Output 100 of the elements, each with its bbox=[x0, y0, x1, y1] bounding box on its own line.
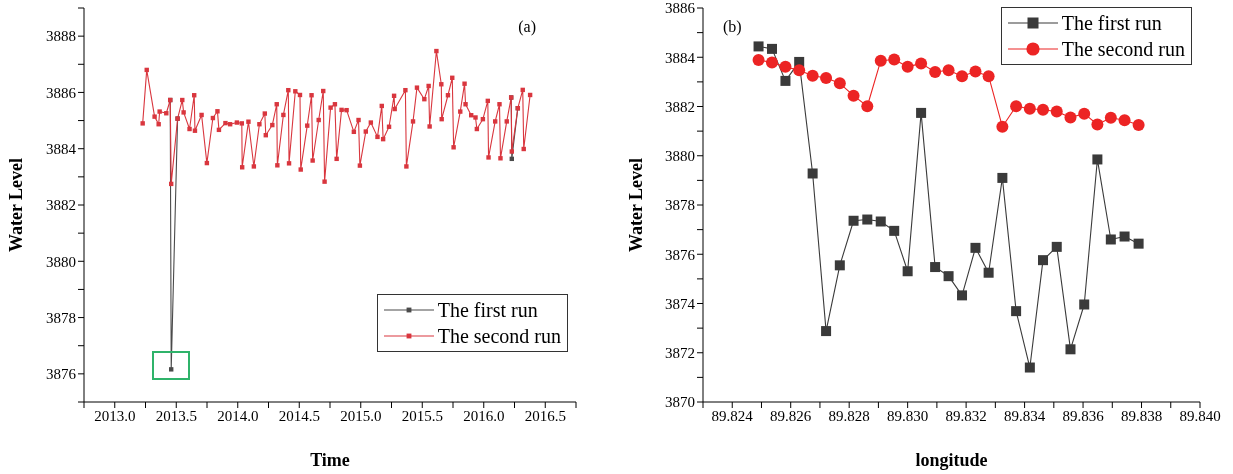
point bbox=[1051, 241, 1062, 252]
point bbox=[820, 71, 833, 84]
x-tick-label: 2015.0 bbox=[340, 407, 382, 424]
point bbox=[1133, 238, 1144, 249]
point bbox=[807, 168, 818, 179]
point bbox=[1010, 100, 1023, 113]
point bbox=[821, 326, 832, 337]
point bbox=[848, 215, 859, 226]
point bbox=[862, 214, 873, 225]
point bbox=[930, 262, 941, 273]
legend-label: The first run bbox=[1061, 11, 1162, 36]
point bbox=[834, 260, 845, 271]
y-tick-label: 3876 bbox=[665, 246, 696, 263]
x-tick-label: 89.836 bbox=[1062, 407, 1105, 424]
legend-label: The first run bbox=[437, 298, 538, 323]
point bbox=[1024, 362, 1035, 373]
point bbox=[1119, 231, 1130, 242]
point bbox=[902, 266, 913, 277]
point bbox=[806, 69, 819, 82]
point bbox=[982, 70, 995, 83]
point bbox=[1011, 306, 1022, 317]
y-axis-title: Water Level bbox=[626, 157, 647, 253]
point bbox=[996, 120, 1009, 133]
x-axis-title: longitude bbox=[915, 450, 988, 470]
x-tick-label: 2014.0 bbox=[217, 407, 259, 424]
x-tick-label: 89.834 bbox=[1003, 407, 1046, 424]
x-tick-label: 2014.5 bbox=[278, 407, 320, 424]
point bbox=[1064, 111, 1077, 124]
y-tick-label: 3872 bbox=[665, 345, 695, 362]
y-tick-label: 3880 bbox=[46, 253, 76, 270]
point bbox=[767, 43, 777, 54]
y-tick-label: 3884 bbox=[665, 49, 696, 66]
point bbox=[780, 75, 791, 86]
y-tick-label: 3882 bbox=[46, 197, 76, 214]
y-tick-label: 3886 bbox=[46, 84, 77, 101]
point bbox=[915, 57, 928, 70]
point bbox=[957, 290, 968, 301]
point bbox=[1065, 344, 1076, 355]
point bbox=[861, 100, 874, 113]
x-tick-label: 2013.5 bbox=[155, 407, 197, 424]
point bbox=[1104, 111, 1117, 124]
point bbox=[875, 216, 886, 227]
x-axis-title: Time bbox=[310, 450, 350, 470]
point bbox=[969, 65, 982, 78]
point bbox=[889, 225, 900, 236]
point bbox=[1118, 114, 1131, 127]
x-tick-label: 89.824 bbox=[711, 407, 754, 424]
x-tick-label: 2015.5 bbox=[401, 407, 443, 424]
point bbox=[1038, 255, 1049, 266]
point bbox=[833, 77, 846, 90]
point bbox=[983, 267, 994, 278]
point bbox=[766, 56, 778, 69]
point bbox=[1079, 299, 1090, 310]
point bbox=[901, 60, 914, 73]
point bbox=[942, 64, 955, 77]
point bbox=[943, 271, 954, 282]
point bbox=[929, 66, 942, 79]
y-tick-label: 3882 bbox=[665, 98, 695, 115]
x-tick-label: 2016.0 bbox=[463, 407, 505, 424]
y-tick-label: 3878 bbox=[665, 197, 695, 214]
x-tick-label: 89.838 bbox=[1120, 407, 1163, 424]
point bbox=[1037, 103, 1050, 116]
annotation: (a) bbox=[518, 18, 536, 36]
point bbox=[874, 54, 887, 67]
y-axis-title: Water Level bbox=[6, 157, 27, 253]
x-tick-label: 2013.0 bbox=[94, 407, 136, 424]
point bbox=[916, 107, 927, 118]
point bbox=[753, 41, 764, 52]
x-tick-label: 89.840 bbox=[1179, 407, 1221, 424]
y-tick-label: 3870 bbox=[665, 394, 695, 411]
y-tick-label: 3880 bbox=[665, 148, 695, 165]
point bbox=[793, 64, 806, 77]
x-tick-label: 89.828 bbox=[828, 407, 870, 424]
y-tick-label: 3886 bbox=[665, 0, 696, 17]
point bbox=[997, 172, 1008, 183]
y-tick-label: 3884 bbox=[46, 141, 77, 158]
point bbox=[1091, 118, 1104, 131]
x-tick-label: 89.830 bbox=[887, 407, 929, 424]
point bbox=[1092, 154, 1103, 165]
point bbox=[1078, 107, 1091, 120]
point bbox=[970, 242, 981, 253]
legend-label: The second run bbox=[1061, 37, 1185, 62]
y-tick-label: 3878 bbox=[46, 309, 76, 326]
x-tick-label: 89.826 bbox=[770, 407, 812, 424]
point bbox=[847, 89, 860, 102]
x-tick-label: 89.832 bbox=[945, 407, 987, 424]
point bbox=[752, 53, 765, 66]
y-tick-label: 3876 bbox=[46, 366, 77, 383]
point bbox=[956, 70, 969, 83]
point bbox=[779, 60, 792, 73]
point bbox=[1023, 102, 1036, 115]
point bbox=[888, 53, 901, 66]
y-tick-label: 3888 bbox=[46, 28, 76, 45]
x-tick-label: 2016.5 bbox=[524, 407, 566, 424]
point bbox=[1050, 105, 1063, 118]
point bbox=[1132, 118, 1145, 131]
legend-label: The second run bbox=[437, 324, 561, 349]
annotation: (b) bbox=[723, 18, 742, 36]
point bbox=[1105, 234, 1116, 245]
y-tick-label: 3874 bbox=[665, 295, 696, 312]
